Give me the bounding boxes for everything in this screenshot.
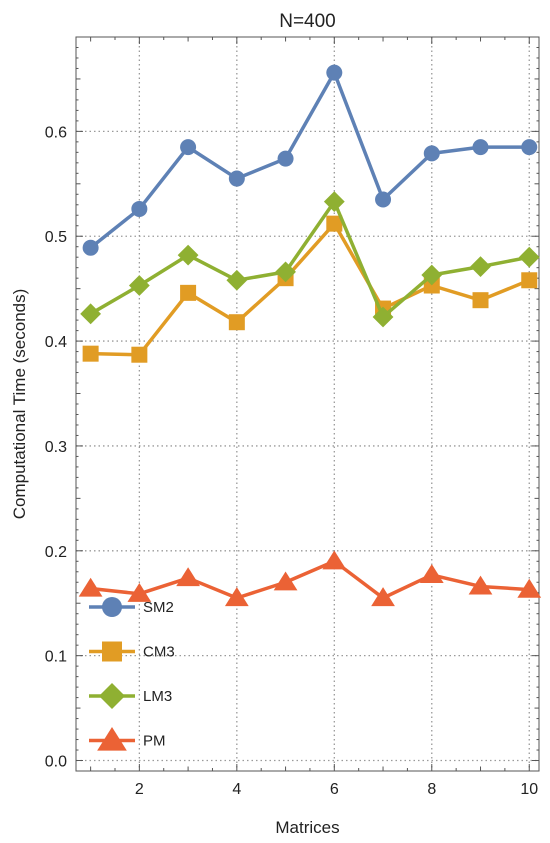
- legend-marker: [97, 727, 127, 751]
- series-line: [89, 199, 530, 319]
- y-tick-label: 0.0: [45, 754, 67, 771]
- legend-label: PM: [143, 733, 166, 750]
- data-point: [372, 306, 394, 328]
- data-point: [518, 246, 540, 268]
- y-axis-title: Computational Time (seconds): [10, 289, 29, 520]
- series-pm: [78, 550, 542, 607]
- chart-title: N=400: [279, 11, 336, 32]
- y-tick-label: 0.6: [45, 124, 67, 141]
- data-point: [470, 256, 491, 278]
- y-tick-label: 0.5: [45, 229, 67, 246]
- data-point: [517, 578, 542, 598]
- data-point: [323, 191, 345, 213]
- legend-item: SM2: [89, 597, 174, 617]
- data-point: [326, 215, 343, 232]
- data-point: [521, 272, 538, 289]
- data-point: [472, 139, 489, 156]
- legend-marker: [102, 641, 122, 662]
- data-point: [521, 139, 538, 156]
- legend-label: CM3: [143, 644, 175, 661]
- data-point: [375, 191, 392, 208]
- data-point: [180, 284, 197, 301]
- legend-label: SM2: [143, 599, 174, 616]
- data-point: [275, 261, 296, 283]
- legend-marker: [102, 597, 122, 617]
- legend: SM2 CM3 LM3 PM: [89, 597, 175, 751]
- series-lm3: [80, 191, 540, 328]
- x-tick-label: 4: [232, 781, 241, 798]
- series-layer: [78, 64, 542, 607]
- y-tick-label: 0.1: [45, 649, 67, 666]
- x-tick-label: 8: [427, 781, 436, 798]
- data-point: [78, 577, 103, 597]
- data-point: [423, 277, 440, 294]
- y-tick-label: 0.4: [45, 334, 67, 351]
- data-point: [277, 150, 294, 167]
- data-point: [176, 567, 200, 587]
- data-point: [224, 587, 249, 607]
- axes: 2 4 6 8 10 0.0 0.1 0.2 0.3 0.4 0.5 0.6: [45, 36, 540, 798]
- legend-item: PM: [89, 727, 166, 751]
- data-point: [131, 200, 148, 217]
- series-line: [90, 221, 530, 357]
- data-point: [228, 170, 245, 187]
- data-point: [131, 346, 148, 363]
- data-point: [82, 345, 99, 362]
- data-point: [322, 550, 347, 570]
- x-tick-label: 10: [520, 781, 538, 798]
- y-tick-label: 0.3: [45, 439, 67, 456]
- data-point: [180, 139, 197, 156]
- legend-label: LM3: [143, 688, 172, 705]
- data-point: [80, 303, 102, 325]
- x-axis-title: Matrices: [275, 818, 339, 837]
- data-point: [228, 314, 245, 331]
- series-line: [90, 559, 530, 600]
- data-point: [371, 587, 395, 607]
- x-tick-label: 6: [330, 781, 339, 798]
- data-point: [128, 275, 150, 296]
- data-point: [419, 564, 444, 584]
- series-sm2: [82, 64, 538, 256]
- data-point: [177, 244, 199, 266]
- data-point: [326, 64, 343, 81]
- series-line: [89, 70, 530, 250]
- x-tick-label: 2: [135, 781, 144, 798]
- data-point: [127, 582, 152, 602]
- legend-item: CM3: [89, 641, 175, 662]
- data-point: [423, 145, 440, 162]
- data-point: [226, 269, 248, 291]
- legend-marker: [99, 683, 125, 709]
- legend-item: LM3: [89, 683, 172, 709]
- data-point: [468, 575, 493, 595]
- data-point: [472, 292, 489, 309]
- data-point: [273, 571, 298, 591]
- y-tick-label: 0.2: [45, 544, 67, 561]
- data-point: [82, 239, 99, 256]
- data-point: [421, 264, 443, 286]
